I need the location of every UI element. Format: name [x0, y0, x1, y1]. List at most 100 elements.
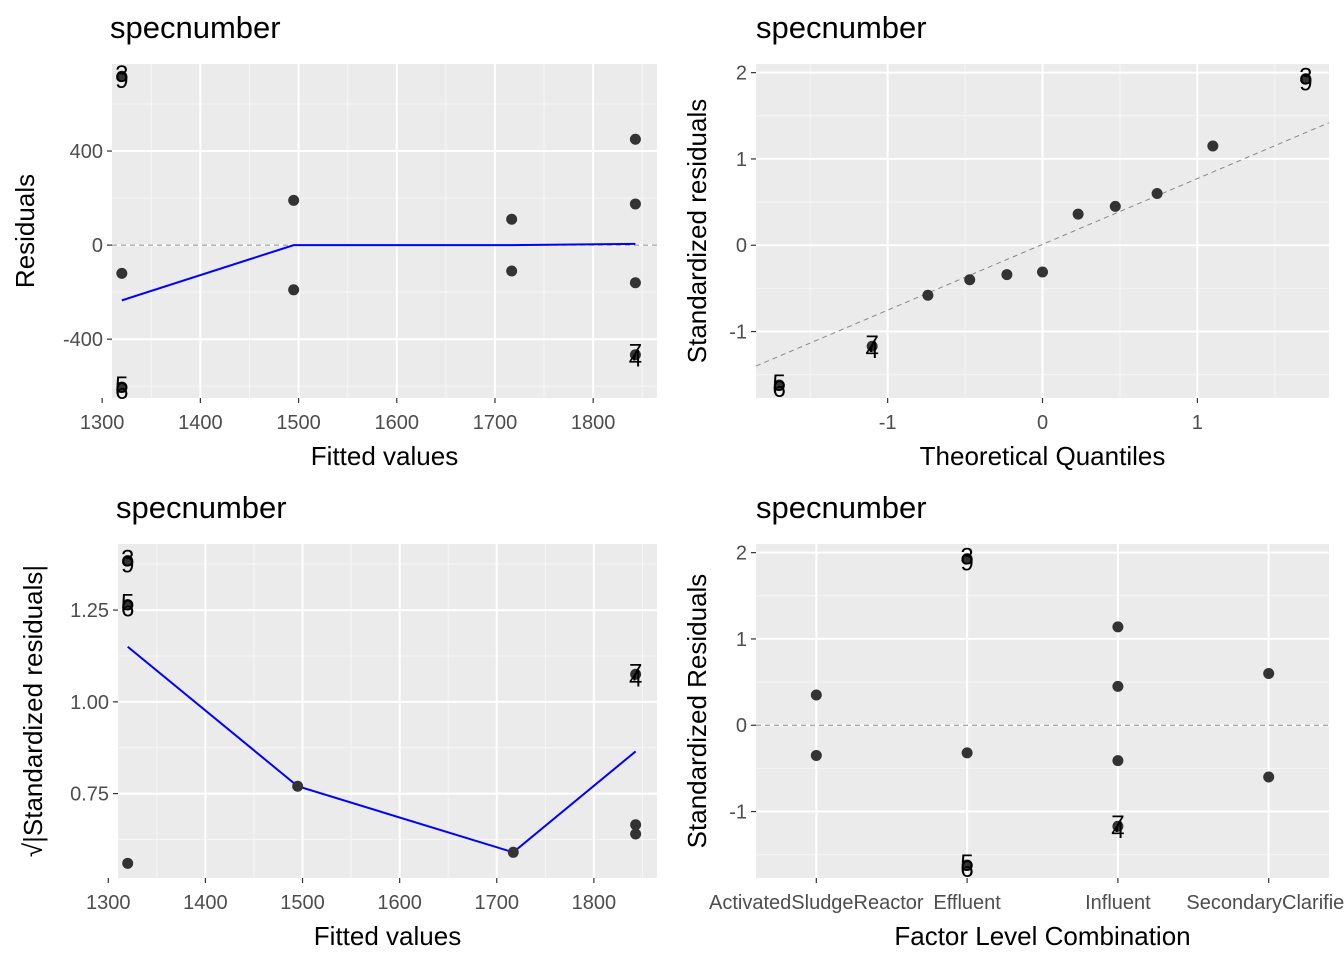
point-label: 4 [865, 337, 878, 364]
data-point [630, 828, 642, 840]
y-axis-title: Residuals [10, 174, 40, 288]
outlier-point [630, 668, 642, 680]
y-tick-label: 400 [70, 141, 103, 163]
y-axis-title: Standardized residuals [682, 99, 712, 364]
y-tick-label: 0.75 [70, 784, 109, 806]
data-point [1263, 667, 1275, 679]
point-label: 6 [960, 856, 973, 883]
x-tick-label: -1 [879, 412, 897, 434]
chart-title: specnumber [110, 10, 281, 45]
y-tick-label: -1 [729, 802, 747, 824]
y-tick-label: 1.25 [70, 600, 109, 622]
point-label: 5 [121, 590, 134, 617]
data-point [292, 780, 304, 792]
data-point [506, 213, 518, 225]
x-axis-title: Factor Level Combination [894, 921, 1190, 951]
panel-residuals-vs-fitted: specnumber 1300 1400 1500 1600 1700 1800 -400 0… [0, 0, 672, 480]
point-label: 4 [629, 346, 642, 373]
data-point [1001, 269, 1013, 281]
data-point [810, 689, 822, 701]
panel-scale-location: specnumber 1300 1400 1500 1600 1700 1800 0.75 1… [0, 480, 672, 960]
y-tick-label: 1.00 [70, 692, 109, 714]
outlier-point [1112, 820, 1124, 832]
x-tick-label: 1800 [571, 412, 616, 434]
point-label: 6 [121, 596, 134, 623]
x-tick-label: 1300 [80, 412, 125, 434]
y-tick-label: -1 [729, 322, 747, 344]
plot-background [118, 544, 657, 878]
outlier-point [961, 859, 973, 871]
data-point [961, 747, 973, 759]
data-point [506, 265, 518, 277]
data-point [630, 819, 642, 831]
data-point [1263, 771, 1275, 783]
point-label: 3 [121, 546, 134, 573]
point-label: 6 [115, 378, 128, 405]
qq-reference-line [755, 122, 1330, 367]
x-axis-title: Fitted values [311, 441, 458, 471]
outlier-point [629, 349, 641, 361]
outlier-point [961, 553, 973, 565]
point-label: 9 [1299, 70, 1312, 97]
outlier-point [1300, 73, 1312, 85]
y-tick-label: 0 [736, 235, 747, 257]
y-tick-label: 0 [736, 715, 747, 737]
data-point [629, 277, 641, 289]
y-tick-label: 2 [736, 543, 747, 565]
point-label: 3 [115, 61, 128, 88]
x-tick-label: 1600 [377, 892, 422, 914]
x-tick-label: 1500 [276, 412, 321, 434]
data-point [1112, 680, 1124, 692]
panel-normal-qq: specnumber -1 0 1 -1 0 1 2 Theoretical Quantile… [672, 0, 1344, 480]
x-tick-label: 1700 [473, 412, 518, 434]
x-tick-label: 0 [1037, 412, 1048, 434]
data-point [1112, 755, 1124, 767]
point-label: 7 [1111, 811, 1124, 838]
x-tick-label: ActivatedSludgeReactor [709, 892, 924, 914]
point-label: 5 [115, 372, 128, 399]
y-tick-label: 2 [736, 63, 747, 85]
outlier-point [122, 599, 134, 611]
plot-scale-location: 1300 1400 1500 1600 1700 1800 0.75 1.00 1.25 Fitt… [18, 544, 657, 951]
data-point [964, 274, 976, 286]
plot-residuals-vs-factor: ActivatedSludgeReactor Effluent Influent Se… [682, 543, 1344, 951]
y-tick-label: -400 [63, 329, 103, 351]
data-point [922, 289, 934, 301]
point-label: 9 [115, 67, 128, 94]
plot-background [112, 64, 657, 398]
data-point [288, 284, 300, 296]
chart-title: specnumber [756, 10, 927, 45]
point-label: 7 [865, 331, 878, 358]
x-tick-label: Effluent [933, 892, 1001, 914]
y-axis-title: Standardized Residuals [682, 574, 712, 849]
data-point [122, 857, 134, 869]
y-tick-label: 0 [92, 235, 103, 257]
data-point [1112, 621, 1124, 633]
panel-residuals-vs-factor: specnumber ActivatedSludgeReactor Effluen… [672, 480, 1344, 960]
x-axis-title: Theoretical Quantiles [920, 441, 1166, 471]
x-tick-label: 1400 [178, 412, 223, 434]
plot-normal-qq: -1 0 1 -1 0 1 2 Theoretical Quantiles Standardiz… [682, 63, 1330, 471]
point-label: 5 [773, 370, 786, 397]
plot-background [756, 544, 1329, 878]
point-label: 5 [960, 850, 973, 877]
point-label: 9 [121, 552, 134, 579]
y-tick-label: 1 [736, 149, 747, 171]
data-point [1151, 187, 1163, 199]
x-tick-label: SecondaryClarifier [1186, 892, 1344, 914]
point-label: 3 [1299, 64, 1312, 91]
data-point [629, 198, 641, 210]
data-point [507, 846, 519, 858]
point-label: 3 [960, 544, 973, 571]
outlier-point [116, 381, 128, 393]
x-tick-label: 1300 [86, 892, 131, 914]
plot-residuals-vs-fitted: 1300 1400 1500 1600 1700 1800 -400 0 400 Fitted v… [10, 61, 657, 471]
x-tick-label: 1800 [572, 892, 617, 914]
data-point [1037, 266, 1048, 278]
chart-title: specnumber [756, 490, 927, 525]
data-point [1109, 200, 1121, 212]
point-label: 4 [1111, 817, 1124, 844]
data-point [288, 194, 300, 206]
data-point [810, 749, 822, 761]
outlier-point [122, 555, 134, 567]
